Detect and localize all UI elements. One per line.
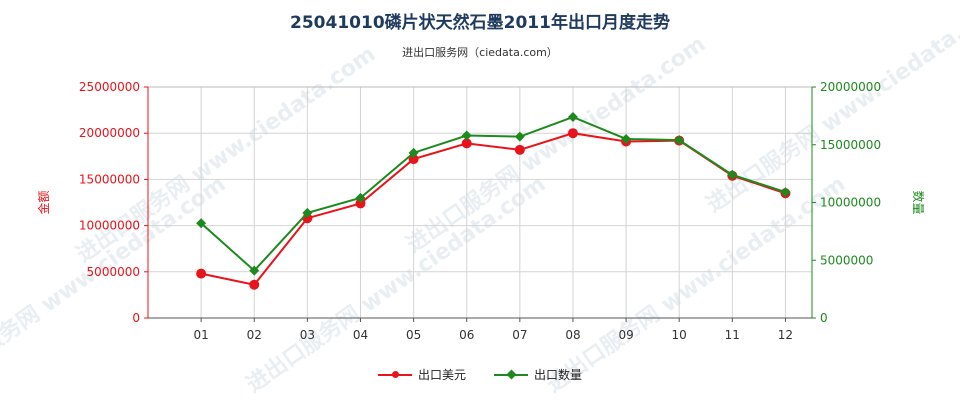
chart-title: 25041010磷片状天然石墨2011年出口月度走势	[290, 13, 670, 33]
x-tick-label: 02	[247, 328, 262, 342]
right-tick-label: 15000000	[820, 138, 881, 152]
data-point-usd	[567, 128, 578, 139]
watermark-text: 进出口服务网 www.ciedata.com	[542, 172, 850, 398]
data-point-qty	[674, 135, 685, 146]
series-layer	[196, 112, 791, 290]
data-point-qty	[514, 131, 525, 142]
left-tick-label: 15000000	[79, 172, 140, 186]
x-tick-label: 07	[512, 328, 527, 342]
x-tick-label: 05	[406, 328, 421, 342]
watermark-text: 进出口服务网 www.ciedata.com	[72, 42, 380, 268]
right-tick-label: 0	[820, 311, 828, 325]
data-point-qty	[780, 187, 791, 198]
legend-swatch-qty	[494, 369, 528, 379]
left-tick-label: 25000000	[79, 80, 140, 94]
data-point-usd	[249, 279, 260, 290]
left-tick-label: 20000000	[79, 126, 140, 140]
data-point-usd	[355, 198, 366, 209]
chart-subtitle: 进出口服务网（ciedata.com）	[402, 46, 558, 59]
data-point-qty	[727, 169, 738, 180]
series-line-qty	[200, 115, 786, 273]
data-point-qty	[355, 192, 366, 203]
x-tick-label: 06	[459, 328, 474, 342]
right-tick-label: 20000000	[820, 80, 881, 94]
right-axis-label: 数量	[911, 190, 926, 214]
data-point-qty	[249, 265, 260, 276]
legend-marker-usd	[391, 370, 399, 378]
x-tick-label: 12	[778, 328, 793, 342]
data-point-qty	[567, 112, 578, 123]
x-tick-label: 11	[725, 328, 740, 342]
data-point-usd	[461, 138, 472, 149]
left-tick-label: 0	[132, 311, 140, 325]
data-point-qty	[461, 130, 472, 141]
data-point-usd	[408, 154, 419, 165]
legend-marker-qty	[506, 369, 517, 379]
data-point-usd	[196, 268, 207, 279]
x-tick-label: 08	[565, 328, 580, 342]
data-point-qty	[621, 133, 632, 144]
right-tick-label: 10000000	[820, 196, 881, 210]
x-tick-label: 10	[672, 328, 687, 342]
left-axis-label: 金额	[36, 190, 51, 214]
watermark-text: 进出口服务网 www.ciedata.com	[242, 172, 550, 398]
x-tick-label: 04	[353, 328, 368, 342]
data-point-qty	[408, 147, 419, 158]
legend-swatch-usd	[377, 370, 412, 378]
x-tick-label: 09	[618, 328, 633, 342]
x-tick-label: 03	[300, 328, 315, 342]
legend-item-qty[interactable]: 出口数量	[494, 366, 582, 383]
legend-label-usd: 出口美元	[417, 368, 466, 382]
left-tick-label: 10000000	[79, 219, 140, 233]
data-point-usd	[514, 144, 525, 155]
right-tick-label: 5000000	[820, 253, 873, 267]
legend-item-usd[interactable]: 出口美元	[377, 366, 466, 383]
legend-label-qty: 出口数量	[534, 368, 583, 382]
x-tick-label: 01	[193, 328, 208, 342]
watermark-text: 进出口服务网 www.ciedata.com	[0, 172, 230, 398]
legend: 出口美元 出口数量	[0, 366, 960, 383]
watermark-text: 进出口服务网 www.ciedata.com	[402, 32, 710, 258]
data-point-qty	[302, 207, 313, 218]
data-point-qty	[196, 218, 207, 229]
axis-layer: 0 5000000 10000000 15000000 20000000 25000000…	[36, 80, 926, 342]
left-tick-label: 5000000	[87, 265, 140, 279]
